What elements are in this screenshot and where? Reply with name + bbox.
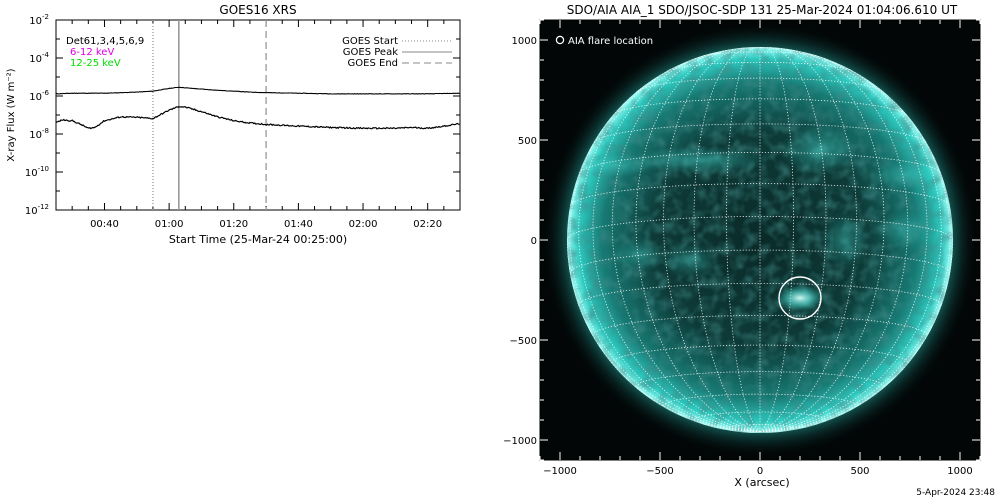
xrs-x-tick-label: 01:20	[219, 219, 248, 230]
xrs-y-tick-label: 10-4	[29, 51, 49, 65]
xrs-x-tick-label: 02:20	[413, 219, 442, 230]
aia-y-tick-label: 500	[518, 136, 537, 147]
xrs-x-axis-label: Start Time (25-Mar-24 00:25:00)	[169, 233, 347, 246]
grid-line	[578, 57, 761, 432]
aia-x-axis-label: X (arcsec)	[734, 476, 789, 489]
xrs-series-6-12-kev	[56, 86, 460, 95]
flare-location-circle	[778, 276, 822, 320]
legend-12-25-kev: 12-25 keV	[70, 58, 121, 69]
legend-goes-start: GOES Start	[342, 36, 398, 47]
xrs-plot-frame	[55, 19, 461, 211]
grid-line	[578, 282, 942, 306]
footer-timestamp: 5-Apr-2024 23:48	[916, 488, 995, 498]
xrs-y-axis: 10-12 10-10 10-8 10-6 10-4 10-2	[25, 13, 460, 217]
legend-6-12-kev: 6-12 keV	[70, 47, 114, 58]
aia-x-tick-label: 1000	[947, 466, 972, 477]
grid-line	[726, 424, 794, 429]
goes-xrs-chart: GOES16 XRS 10-12 10-10 10-8 10-6 10-4 10-2 00…	[6, 3, 461, 246]
grid-line	[635, 48, 761, 432]
xrs-series-12-25-kev	[56, 105, 460, 130]
xrs-series-lines	[56, 86, 460, 130]
grid-line	[726, 47, 761, 432]
grid-line	[569, 183, 951, 206]
aia-y-tick-label: −1000	[503, 436, 537, 447]
grid-line	[663, 47, 761, 432]
xrs-chart-title: GOES16 XRS	[219, 3, 296, 17]
grid-line	[637, 77, 883, 92]
flare-legend-marker	[555, 35, 565, 45]
xrs-x-tick-label: 01:40	[284, 219, 313, 230]
xrs-marker-legend: GOES Start GOES Peak GOES End	[342, 36, 452, 69]
grid-line	[759, 47, 794, 432]
xrs-y-tick-label: 10-2	[29, 13, 49, 27]
grid-line	[593, 123, 927, 143]
xrs-y-tick-label: 10-6	[29, 89, 49, 103]
legend-goes-peak: GOES Peak	[343, 47, 398, 58]
grid-line	[759, 47, 827, 432]
aia-x-tick-label: 0	[757, 466, 763, 477]
grid-line	[693, 47, 761, 432]
detectors-label: Det61,3,4,5,6,9	[66, 36, 144, 47]
aia-x-tick-label: −1000	[543, 466, 577, 477]
aia-y-tick-label: −500	[510, 336, 537, 347]
xrs-y-tick-label: 10-10	[25, 165, 49, 179]
grid-line	[693, 411, 827, 421]
aia-image-panel: SDO/AIA AIA_1 SDO/JSOC-SDP 131 25-Mar-20…	[503, 3, 981, 489]
aia-x-tick-label: 500	[850, 466, 869, 477]
aia-y-tick-label: 1000	[512, 36, 537, 47]
xrs-x-axis: 00:40 01:00 01:20 01:40 02:00 02:20	[55, 20, 461, 230]
xrs-x-tick-label: 01:00	[155, 219, 184, 230]
heliographic-grid	[567, 47, 953, 432]
aia-x-axis: −1000 −500 0 500 1000	[539, 20, 981, 477]
xrs-y-tick-label: 10-12	[25, 203, 49, 217]
xrs-x-tick-label: 00:40	[90, 219, 119, 230]
aia-y-axis: 1000 500 0 −500 −1000	[503, 19, 980, 461]
aia-y-tick-label: 0	[531, 236, 537, 247]
aia-image-title: SDO/AIA AIA_1 SDO/JSOC-SDP 131 25-Mar-20…	[567, 3, 958, 17]
grid-line	[611, 344, 909, 364]
flare-emission	[776, 285, 824, 311]
grid-line	[759, 47, 857, 432]
legend-goes-end: GOES End	[348, 58, 398, 69]
grid-line	[736, 47, 784, 49]
grid-line	[759, 48, 885, 432]
xrs-y-axis-label: X-ray Flux (W m⁻²)	[6, 68, 17, 161]
xrs-y-tick-label: 10-8	[29, 127, 49, 141]
xrs-event-markers	[152, 20, 267, 210]
flare-legend-label: AIA flare location	[568, 36, 653, 47]
aia-x-tick-label: −500	[646, 466, 673, 477]
xrs-x-tick-label: 02:00	[349, 219, 378, 230]
grid-line	[759, 57, 942, 432]
